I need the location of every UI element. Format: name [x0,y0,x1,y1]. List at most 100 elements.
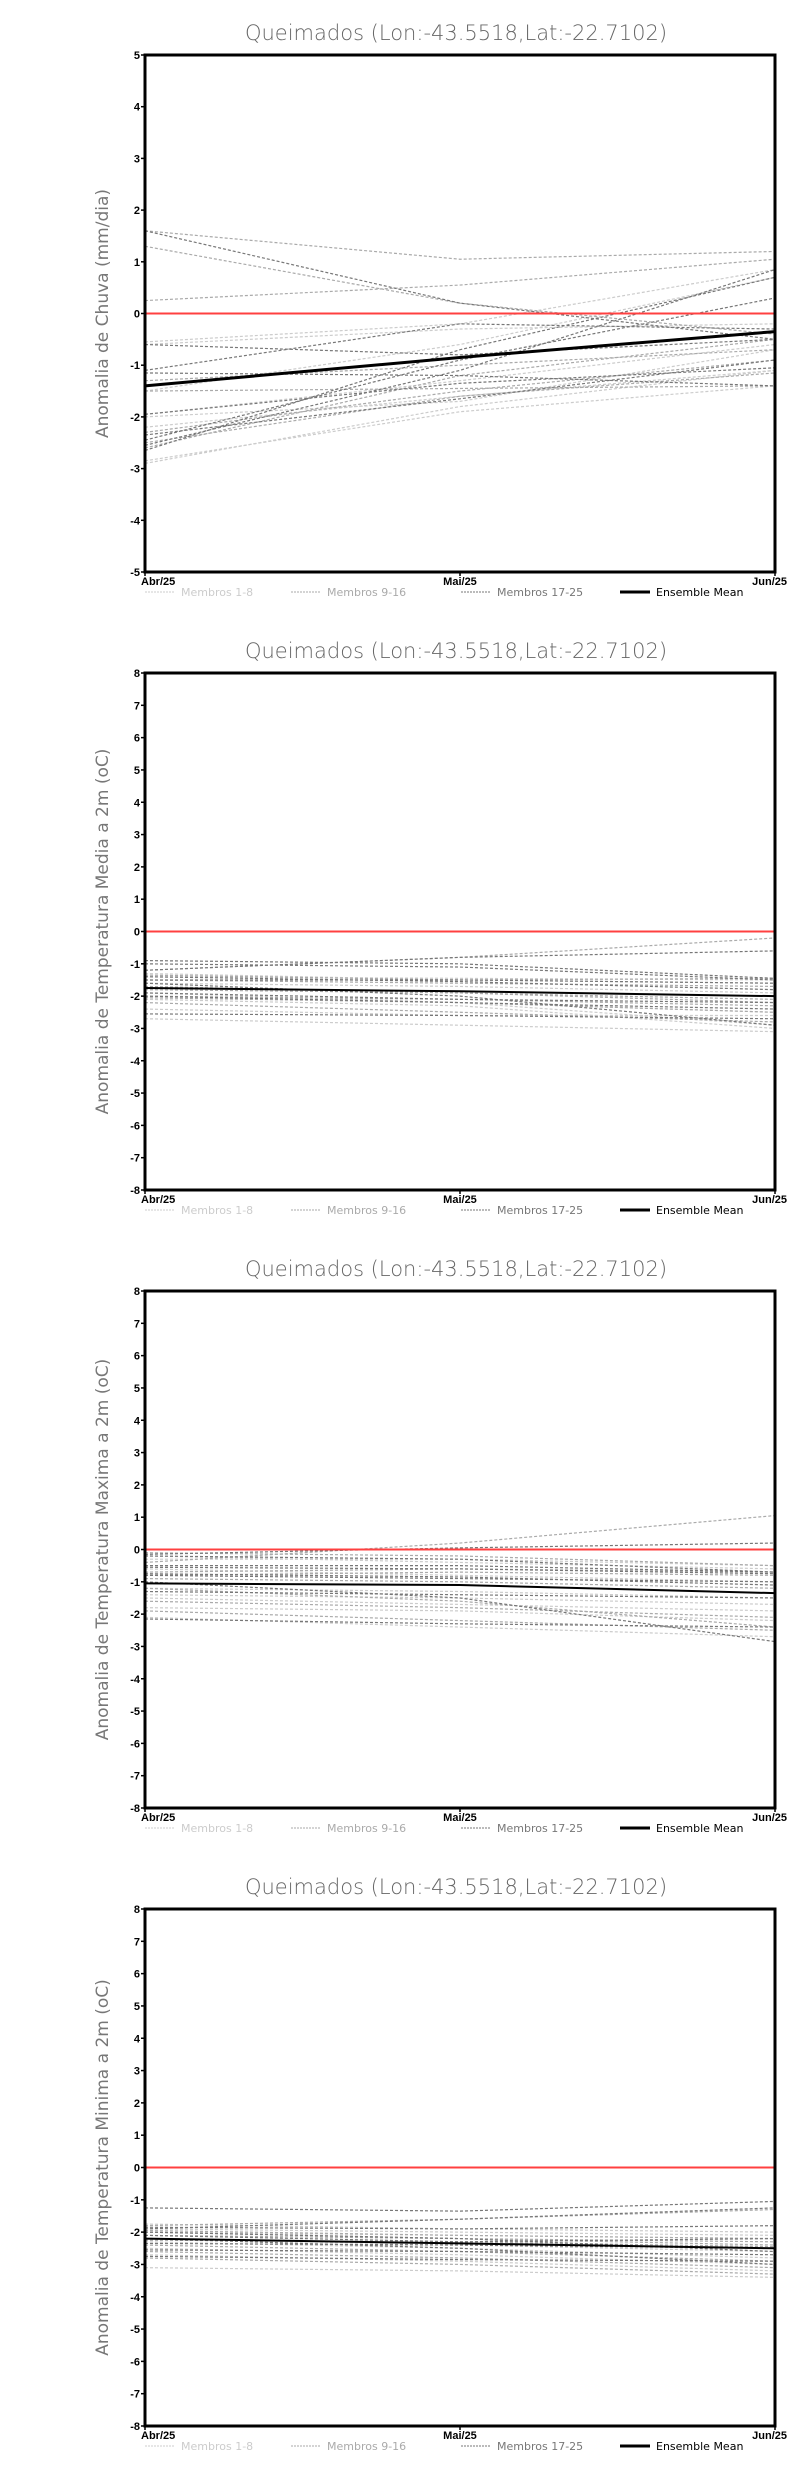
member-line-7 [144,2228,776,2236]
x-tick-label: Jun/25 [752,576,787,588]
y-tick-label: -5 [130,1088,140,1100]
member-line-19 [144,2234,776,2243]
x-tick-label: Mai/25 [443,2430,477,2442]
member-line-9 [144,2208,776,2227]
y-tick-label: 6 [134,1351,140,1363]
y-tick-label: 1 [134,2130,140,2142]
member-line-11 [144,1600,776,1618]
y-tick-label: -5 [130,2324,140,2336]
x-tick-label: Mai/25 [443,1194,477,1206]
member-line-22 [144,2207,776,2230]
legend-label: Membros 1-8 [181,1822,253,1835]
member-line-23 [144,963,776,981]
series-group [144,1514,776,1643]
legend-label: Membros 1-8 [181,586,253,599]
member-line-22 [144,1555,776,1573]
member-line-2 [144,1597,776,1612]
member-line-2 [144,2247,776,2266]
y-tick-label: -6 [130,1120,140,1132]
member-line-16 [144,2250,776,2269]
y-tick-label: -3 [130,1641,140,1653]
y-tick-label: -2 [130,991,140,1003]
member-line-20 [144,1013,776,1020]
member-line-21 [144,268,776,446]
y-tick-label: -4 [130,1674,141,1686]
member-line-21 [144,1581,776,1643]
member-line-14 [144,385,776,392]
member-line-13 [144,2257,776,2275]
y-tick-label: -6 [130,2356,140,2368]
x-tick-label: Jun/25 [752,1812,787,1824]
member-line-17 [144,2200,776,2212]
member-line-1 [144,323,776,346]
member-line-21 [144,976,776,991]
member-line-25 [144,1566,776,1575]
y-tick-label: 3 [134,153,140,165]
member-line-4 [144,982,776,994]
plot-frame [143,671,777,1192]
y-tick-label: 5 [134,1383,140,1395]
member-line-8 [144,1555,776,1570]
y-tick-label: -2 [130,1609,140,1621]
legend-label: Membros 9-16 [327,1204,406,1217]
y-axis-label: Anomalia de Temperatura Minima a 2m (oC) [93,1979,113,2356]
member-line-20 [144,2255,776,2262]
legend-label: Membros 1-8 [181,2440,253,2453]
member-line-7 [144,1587,776,1599]
member-line-13 [144,359,776,434]
chart-2: Queimados (Lon:-43.5518,Lat:-22.7102) Ano… [93,639,787,1217]
member-line-8 [144,349,776,418]
y-axis-label: Anomalia de Temperatura Maxima a 2m (oC) [93,1359,113,1741]
member-line-20 [144,297,776,441]
legend-label: Ensemble Mean [656,586,743,599]
x-tick-label: Abr/25 [141,1812,175,1824]
y-tick-label: -1 [130,360,140,372]
series-group [144,2200,776,2278]
x-tick-label: Abr/25 [141,2430,175,2442]
member-line-23 [144,367,776,415]
y-tick-label: 2 [134,2098,140,2110]
y-tick-label: 4 [134,797,141,809]
member-line-6 [144,343,776,415]
member-line-16 [144,1552,776,1567]
legend-label: Ensemble Mean [656,1822,743,1835]
member-line-9 [144,1514,776,1564]
y-tick-label: 0 [134,309,140,321]
y-tick-label: 1 [134,1512,140,1524]
ensemble-mean-line [144,987,776,998]
member-line-12 [144,372,776,444]
member-line-10 [144,979,776,988]
chart-1: Queimados (Lon:-43.5518,Lat:-22.7102) Ano… [93,21,787,599]
legend-label: Ensemble Mean [656,1204,743,1217]
y-tick-label: 4 [134,1415,141,1427]
y-tick-label: -4 [130,2292,141,2304]
legend-label: Membros 17-25 [497,1822,583,1835]
member-line-24 [144,359,776,436]
y-tick-label: 7 [134,1936,140,1948]
y-tick-label: 8 [134,1904,140,1916]
member-line-18 [145,1565,776,1573]
y-tick-label: -7 [130,1153,140,1165]
y-tick-label: 0 [134,2163,140,2175]
series-group [144,230,776,465]
member-line-22 [144,992,776,1004]
member-line-23 [144,1573,776,1586]
member-line-9 [144,937,776,971]
chart-title: Queimados (Lon:-43.5518,Lat:-22.7102) [245,1257,667,1281]
member-line-17 [144,230,776,340]
member-line-3 [144,2267,776,2278]
chart-title: Queimados (Lon:-43.5518,Lat:-22.7102) [245,21,667,45]
y-tick-label: -3 [130,2259,140,2271]
y-tick-label: -1 [130,959,140,971]
y-tick-label: 3 [134,830,140,842]
y-tick-label: 6 [134,733,140,745]
x-tick-label: Jun/25 [752,2430,787,2442]
y-tick-label: -4 [130,515,141,527]
member-line-7 [144,268,776,343]
plot-frame [143,53,777,574]
legend-label: Membros 9-16 [327,586,406,599]
y-tick-label: 2 [134,205,140,217]
member-line-4 [144,1607,776,1622]
member-line-25 [144,2249,776,2256]
legend-label: Membros 17-25 [497,2440,583,2453]
